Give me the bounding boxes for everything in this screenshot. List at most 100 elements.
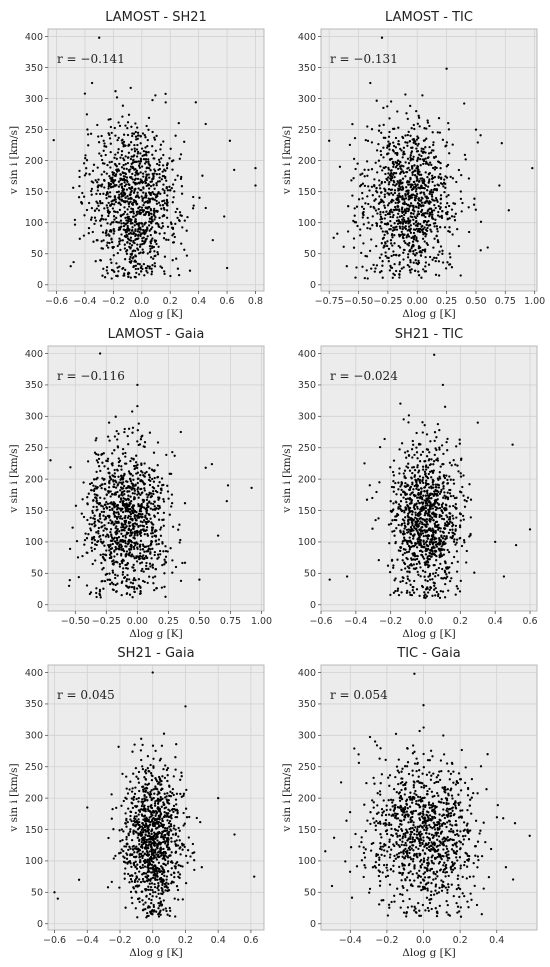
data-point xyxy=(402,146,406,149)
data-point xyxy=(162,174,166,178)
data-point xyxy=(434,483,438,486)
data-point xyxy=(143,506,146,509)
data-point xyxy=(153,553,156,557)
data-point xyxy=(156,193,159,196)
data-point xyxy=(404,175,407,178)
data-point xyxy=(431,578,434,581)
data-point xyxy=(89,529,93,532)
data-point xyxy=(415,554,419,558)
data-point xyxy=(101,201,104,205)
data-point xyxy=(146,533,149,536)
data-point xyxy=(438,596,442,600)
data-point xyxy=(143,861,147,865)
data-point xyxy=(141,154,144,158)
data-point xyxy=(380,270,383,273)
data-point xyxy=(407,217,410,220)
data-point xyxy=(388,117,391,120)
data-point xyxy=(401,579,404,583)
data-point xyxy=(424,235,427,238)
data-point xyxy=(445,440,448,444)
data-point xyxy=(122,175,126,178)
data-point xyxy=(78,237,81,240)
data-point xyxy=(96,508,99,511)
data-point xyxy=(367,168,370,172)
data-point xyxy=(379,149,382,153)
data-point xyxy=(69,265,72,268)
data-point xyxy=(387,247,391,251)
data-point xyxy=(379,210,382,214)
data-point xyxy=(443,476,447,480)
data-point xyxy=(176,888,180,892)
data-point xyxy=(127,498,130,501)
data-point xyxy=(427,472,430,476)
data-point xyxy=(375,224,379,227)
data-point xyxy=(233,168,236,172)
data-point xyxy=(144,196,148,199)
data-point xyxy=(354,167,357,171)
data-point xyxy=(111,571,115,574)
data-point xyxy=(126,195,129,198)
data-point xyxy=(139,548,142,551)
data-point xyxy=(170,493,174,496)
data-point xyxy=(109,551,112,554)
data-point xyxy=(391,193,395,196)
data-point xyxy=(420,506,423,510)
data-point xyxy=(455,538,459,541)
data-point xyxy=(88,173,91,176)
data-point xyxy=(129,239,133,242)
data-point xyxy=(139,504,142,507)
data-point xyxy=(123,493,126,496)
data-point xyxy=(121,517,124,520)
data-point xyxy=(123,243,126,246)
data-point xyxy=(421,468,425,471)
data-point xyxy=(145,229,148,233)
data-point xyxy=(108,515,111,518)
data-point xyxy=(82,195,86,198)
data-point xyxy=(108,505,111,509)
data-point xyxy=(116,582,119,585)
data-point xyxy=(424,255,427,259)
data-point xyxy=(412,235,415,238)
data-point xyxy=(118,198,121,201)
data-point xyxy=(385,230,389,233)
data-point xyxy=(106,272,109,275)
data-point xyxy=(390,558,394,562)
data-point xyxy=(453,538,456,541)
data-point xyxy=(431,174,434,177)
data-point xyxy=(109,223,112,226)
data-point xyxy=(159,148,162,151)
data-point xyxy=(117,515,120,518)
data-point xyxy=(92,517,95,520)
data-point xyxy=(163,585,166,588)
data-point xyxy=(427,534,431,537)
x-tick-label: 0.0 xyxy=(418,616,433,627)
data-point xyxy=(355,266,358,269)
data-point xyxy=(174,134,177,137)
data-point xyxy=(442,452,445,456)
data-point xyxy=(451,521,454,525)
data-point xyxy=(409,186,412,189)
data-point xyxy=(130,155,133,158)
data-point xyxy=(459,519,462,522)
data-point xyxy=(98,590,102,593)
data-point xyxy=(176,267,180,270)
data-point xyxy=(157,518,161,521)
data-point xyxy=(94,559,97,562)
y-tick-label: 50 xyxy=(304,249,316,260)
data-point xyxy=(439,530,442,533)
data-point xyxy=(136,880,139,883)
plot-frame xyxy=(47,28,265,292)
data-point xyxy=(423,193,426,196)
data-point xyxy=(86,496,89,499)
data-point xyxy=(437,253,440,256)
data-point xyxy=(149,796,152,799)
data-point xyxy=(438,428,441,432)
data-point xyxy=(129,502,132,505)
data-point xyxy=(113,492,117,495)
data-point xyxy=(151,531,154,535)
data-point xyxy=(459,472,462,475)
y-tick-label: 200 xyxy=(298,156,316,167)
data-point xyxy=(129,515,132,518)
data-point xyxy=(113,174,116,177)
data-point xyxy=(446,212,449,216)
